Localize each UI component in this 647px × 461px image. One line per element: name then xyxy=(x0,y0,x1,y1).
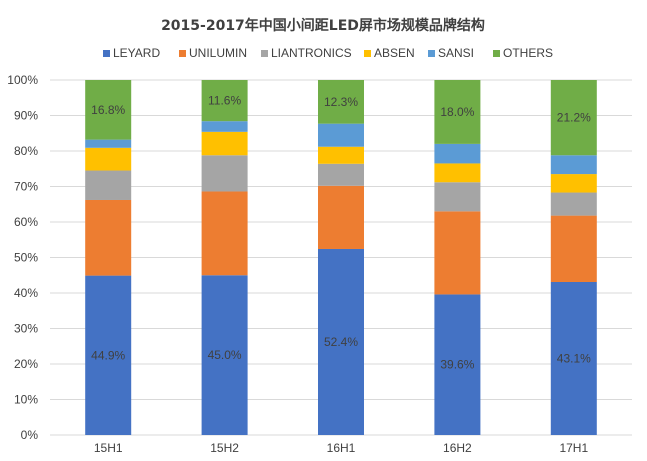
bar-leyard-15h2 xyxy=(201,275,248,435)
bar-liantronics-16h1 xyxy=(318,163,364,186)
bar-unilumin-16h1 xyxy=(318,185,364,249)
bar-others-15h2 xyxy=(201,80,248,122)
y-tick-label: 80% xyxy=(14,144,38,158)
bar-sansi-16h2 xyxy=(434,143,481,164)
bar-others-15h1 xyxy=(85,80,132,140)
bar-others-16h1 xyxy=(318,80,364,124)
bar-others-17h1 xyxy=(550,80,597,156)
bar-sansi-15h2 xyxy=(201,121,248,132)
bar-absen-15h1 xyxy=(85,147,132,171)
data-label-others-15h1: 16.8% xyxy=(91,103,125,117)
y-axis-ticks: 0% 10% 20% 30% 40% 50% 60% 70% 80% 90% 100% xyxy=(7,73,38,442)
y-tick-label: 100% xyxy=(7,73,38,87)
bar-liantronics-16h2 xyxy=(434,182,481,212)
legend-label-unilumin: UNILUMIN xyxy=(189,46,247,60)
legend-label-absen: ABSEN xyxy=(374,46,415,60)
y-tick-label: 50% xyxy=(14,251,38,265)
legend-swatch-unilumin xyxy=(179,50,186,57)
data-label-leyard-17h1: 43.1% xyxy=(557,351,591,365)
bar-sansi-15h1 xyxy=(85,139,132,148)
x-tick-label: 15H1 xyxy=(94,441,123,455)
bar-leyard-16h1 xyxy=(318,248,364,435)
bar-others-16h2 xyxy=(434,80,481,144)
y-tick-label: 60% xyxy=(14,215,38,229)
y-tick-label: 40% xyxy=(14,286,38,300)
data-label-leyard-16h1: 52.4% xyxy=(324,335,358,349)
legend-label-liantronics: LIANTRONICS xyxy=(271,46,352,60)
y-tick-label: 30% xyxy=(14,322,38,336)
chart-title: 2015-2017年中国小间距LED屏市场规模品牌结构 xyxy=(161,17,485,34)
x-tick-label: 17H1 xyxy=(559,441,588,455)
y-tick-label: 20% xyxy=(14,357,38,371)
data-label-leyard-15h1: 44.9% xyxy=(91,348,125,362)
legend-swatch-liantronics xyxy=(261,50,268,57)
bar-unilumin-15h1 xyxy=(85,199,132,276)
bar-liantronics-15h1 xyxy=(85,170,132,200)
data-label-leyard-16h2: 39.6% xyxy=(440,358,474,372)
bar-leyard-15h1 xyxy=(85,275,132,435)
bar-unilumin-17h1 xyxy=(550,215,597,282)
bar-unilumin-16h2 xyxy=(434,211,481,295)
bar-leyard-17h1 xyxy=(550,281,597,435)
legend-label-sansi: SANSI xyxy=(438,46,474,60)
bar-absen-16h1 xyxy=(318,146,364,164)
bar-leyard-16h2 xyxy=(434,294,481,435)
x-tick-label: 16H1 xyxy=(327,441,356,455)
bar-unilumin-15h2 xyxy=(201,191,248,276)
data-labels: 44.9% 16.8% 45.0% 11.6% 52.4% 12.3% 39.6% 18.0%… xyxy=(91,94,591,372)
bar-absen-16h2 xyxy=(434,163,481,183)
data-label-leyard-15h2: 45.0% xyxy=(208,348,242,362)
bar-absen-17h1 xyxy=(550,174,597,193)
legend-swatch-absen xyxy=(364,50,371,57)
x-tick-label: 15H2 xyxy=(210,441,239,455)
y-tick-label: 90% xyxy=(14,109,38,123)
data-label-others-17h1: 21.2% xyxy=(557,111,591,125)
data-label-others-15h2: 11.6% xyxy=(208,94,241,108)
x-axis-ticks: 15H1 15H2 16H1 16H2 17H1 xyxy=(94,441,589,455)
data-label-others-16h2: 18.0% xyxy=(440,105,474,119)
legend: LEYARD UNILUMIN LIANTRONICS ABSEN SANSI OTHER… xyxy=(103,46,553,60)
y-tick-label: 70% xyxy=(14,180,38,194)
legend-swatch-sansi xyxy=(428,50,435,57)
bar-sansi-16h1 xyxy=(318,123,364,147)
legend-swatch-others xyxy=(493,50,500,57)
bar-absen-15h2 xyxy=(201,131,248,156)
bar-liantronics-15h2 xyxy=(201,155,248,192)
bar-liantronics-17h1 xyxy=(550,192,597,216)
y-tick-label: 10% xyxy=(14,393,38,407)
legend-label-others: OTHERS xyxy=(503,46,553,60)
legend-swatch-leyard xyxy=(103,50,110,57)
bars xyxy=(85,80,597,435)
y-tick-label: 0% xyxy=(21,428,39,442)
data-label-others-16h1: 12.3% xyxy=(324,95,358,109)
bar-sansi-17h1 xyxy=(550,155,597,175)
legend-label-leyard: LEYARD xyxy=(113,46,160,60)
x-tick-label: 16H2 xyxy=(443,441,472,455)
